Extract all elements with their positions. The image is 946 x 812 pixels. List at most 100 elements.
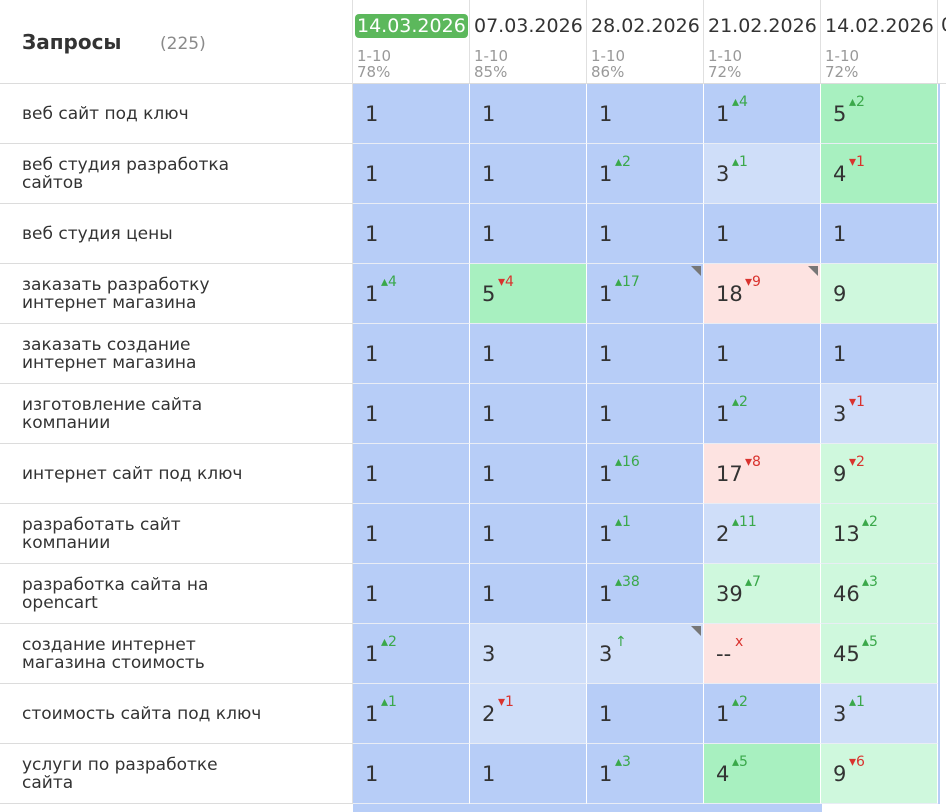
position-cell[interactable]: -- x — [704, 624, 821, 684]
position-cell[interactable]: 5 ▾4 — [470, 264, 587, 324]
position-cell[interactable]: 4 ▾1 — [821, 144, 938, 204]
position-cell[interactable]: 3 ▴1 — [821, 684, 938, 744]
query-row-label[interactable]: интернет сайт под ключ — [0, 444, 353, 504]
position-cell[interactable]: 4 ▴5 — [704, 744, 821, 804]
position-cell[interactable]: 2 ▴11 — [704, 504, 821, 564]
position-cell[interactable]: 39 ▴7 — [704, 564, 821, 624]
queries-title: Запросы — [22, 30, 122, 54]
position-value: 9 — [833, 462, 847, 486]
position-rise-indicator: ▴2 — [732, 694, 748, 710]
position-rise-indicator: ▴38 — [615, 574, 640, 590]
query-row-label[interactable]: веб студия цены — [0, 204, 353, 264]
position-cell[interactable]: 3 ▴1 — [704, 144, 821, 204]
position-cell[interactable]: 1 ▴16 — [587, 444, 704, 504]
position-cell[interactable]: 45 ▴5 — [821, 624, 938, 684]
position-value: 1 — [599, 162, 613, 186]
position-cell[interactable]: 3 — [470, 624, 587, 684]
position-value: 39 — [716, 582, 743, 606]
position-cell[interactable]: 1 ▴2 — [704, 384, 821, 444]
position-cell[interactable]: 1 — [587, 324, 704, 384]
date-column-header[interactable]: 14.02.2026 1-10 72% — [821, 0, 938, 84]
date-column-header[interactable]: 07.03.2026 1-10 85% — [470, 0, 587, 84]
position-cell[interactable]: 3 ↑ — [587, 624, 704, 684]
note-corner-icon[interactable] — [808, 266, 818, 276]
query-row-label[interactable]: веб сайт под ключ — [0, 84, 353, 144]
position-cell[interactable]: 9 — [821, 264, 938, 324]
position-cell[interactable]: 1 ▴1 — [353, 684, 470, 744]
query-text: услуги по разработке сайта — [22, 754, 218, 793]
query-row-label[interactable]: разработать сайт компании — [0, 504, 353, 564]
position-cell[interactable]: 1 — [353, 144, 470, 204]
position-cell[interactable]: 1 — [470, 504, 587, 564]
position-cell[interactable]: 1 — [470, 144, 587, 204]
position-cell[interactable]: 1 — [353, 384, 470, 444]
position-cell[interactable]: 1 — [821, 324, 938, 384]
note-corner-icon[interactable] — [691, 626, 701, 636]
position-cell[interactable]: 1 — [353, 204, 470, 264]
position-cell[interactable]: 17 ▾8 — [704, 444, 821, 504]
query-row-label[interactable]: создание интернет магазина стоимость — [0, 624, 353, 684]
position-cell[interactable]: 1 — [587, 684, 704, 744]
query-row-label[interactable]: разработка сайта на opencart — [0, 564, 353, 624]
position-cell[interactable]: 1 — [470, 444, 587, 504]
query-row-label[interactable]: заказать разработку интернет магазина — [0, 264, 353, 324]
query-row-label[interactable]: стоимость сайта под ключ — [0, 684, 353, 744]
position-cell[interactable]: 1 ▴4 — [704, 84, 821, 144]
date-column-header[interactable]: 21.02.2026 1-10 72% — [704, 0, 821, 84]
position-cell[interactable]: 1 — [353, 444, 470, 504]
position-drop-indicator: ▾2 — [849, 454, 865, 470]
query-row-label[interactable]: изготовление сайта компании — [0, 384, 353, 444]
position-cell[interactable]: 13 ▴2 — [821, 504, 938, 564]
query-row-label[interactable]: заказать создание интернет магазина — [0, 324, 353, 384]
position-cell[interactable]: 1 — [704, 204, 821, 264]
top-percent-label: 72% — [708, 63, 742, 81]
position-value: 2 — [482, 702, 496, 726]
position-cell[interactable]: 1 ▴2 — [587, 144, 704, 204]
position-cell[interactable]: 1 — [470, 564, 587, 624]
note-corner-icon[interactable] — [691, 266, 701, 276]
position-drop-indicator: ▾1 — [849, 394, 865, 410]
position-cell[interactable]: 1 ▴1 — [587, 504, 704, 564]
position-value: 13 — [833, 522, 860, 546]
position-cell[interactable]: 1 ▴2 — [353, 624, 470, 684]
position-value: 1 — [482, 342, 496, 366]
date-label: 28.02.2026 — [591, 15, 700, 37]
query-row-label[interactable]: услуги по разработке сайта — [0, 744, 353, 804]
query-row-label[interactable]: веб студия разработка сайтов — [0, 144, 353, 204]
position-cell[interactable]: 1 — [353, 564, 470, 624]
position-rise-indicator: ▴2 — [615, 154, 631, 170]
position-cell[interactable]: 1 — [353, 504, 470, 564]
position-cell[interactable]: 1 — [353, 324, 470, 384]
position-cell[interactable]: 1 — [587, 204, 704, 264]
position-cell[interactable]: 1 ▴2 — [704, 684, 821, 744]
position-cell[interactable]: 1 — [587, 84, 704, 144]
position-cell[interactable]: 18 ▾9 — [704, 264, 821, 324]
position-cell[interactable]: 9 ▾6 — [821, 744, 938, 804]
date-column-header[interactable]: 14.03.2026 1-10 78% — [353, 0, 470, 84]
position-cell[interactable]: 1 — [821, 204, 938, 264]
position-cell[interactable]: 1 — [470, 744, 587, 804]
date-column-header[interactable]: 28.02.2026 1-10 86% — [587, 0, 704, 84]
position-cell[interactable]: 1 — [587, 384, 704, 444]
position-cell[interactable]: 46 ▴3 — [821, 564, 938, 624]
position-value: 1 — [482, 582, 496, 606]
position-cell[interactable]: 1 — [470, 204, 587, 264]
position-cell[interactable]: 1 ▴4 — [353, 264, 470, 324]
position-cell[interactable]: 1 ▴38 — [587, 564, 704, 624]
position-cell[interactable]: 5 ▴2 — [821, 84, 938, 144]
position-cell[interactable]: 1 ▴3 — [587, 744, 704, 804]
position-rise-indicator: ▴2 — [732, 394, 748, 410]
position-cell[interactable]: 3 ▾1 — [821, 384, 938, 444]
position-cell[interactable]: 1 — [353, 744, 470, 804]
position-cell[interactable]: 1 — [470, 384, 587, 444]
position-cell[interactable]: 2 ▾1 — [470, 684, 587, 744]
position-cell[interactable]: 1 — [470, 324, 587, 384]
position-cell[interactable]: 1 — [353, 84, 470, 144]
position-cell[interactable]: 1 — [470, 84, 587, 144]
position-cell[interactable]: 9 ▾2 — [821, 444, 938, 504]
queries-header[interactable]: Запросы (225) — [0, 0, 353, 84]
position-value: 1 — [365, 642, 379, 666]
top-percent-label: 85% — [474, 63, 508, 81]
position-cell[interactable]: 1 — [704, 324, 821, 384]
position-cell[interactable]: 1 ▴17 — [587, 264, 704, 324]
